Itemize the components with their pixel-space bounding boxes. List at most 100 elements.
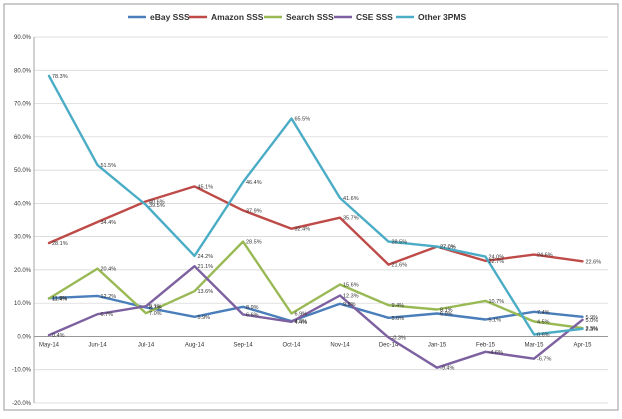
series-line-other-3pms [47,74,584,336]
y-tick-label: 0.0% [17,334,31,340]
y-tick-label: 60.0% [14,135,32,141]
data-label: 12.3% [343,294,359,300]
data-label: 65.5% [295,117,311,123]
data-label: 13.6% [198,289,214,295]
data-label: -6.7% [537,357,551,363]
series-line-cse-sss [47,265,584,369]
legend-label: eBay SSS [150,12,190,22]
data-label: 5.9% [586,315,599,321]
data-label: 46.4% [246,180,262,186]
data-label: 11.5% [52,296,67,302]
x-tick-label: May-14 [39,342,60,348]
x-tick-label: Feb-15 [476,342,496,348]
x-tick-label: Oct-14 [282,342,301,348]
data-label: 6.6% [246,312,259,318]
y-tick-label: 90.0% [14,35,32,41]
data-label: 5.0% [586,318,599,324]
x-tick-label: Jan-15 [428,342,447,348]
data-label: 8.1% [440,308,453,314]
data-label: 4.4% [295,320,308,326]
data-label: 4.5% [537,319,550,325]
data-label: -4.6% [489,350,503,356]
data-label: 20.4% [101,267,117,273]
data-label: 11.4% [52,297,67,303]
data-label: 40.6% [149,199,165,205]
data-label: 41.6% [343,196,359,202]
data-label: 4.6% [295,319,308,325]
data-label: 2.5% [586,326,599,332]
data-label: 7.4% [537,310,550,316]
chart-legend: eBay SSS Amazon SSS Search SSS CSE SSS Other… [128,12,467,22]
data-label: 37.9% [246,208,262,214]
y-tick-label: 30.0% [14,235,32,241]
y-tick-label: 80.0% [14,68,32,74]
data-label: 15.6% [343,283,359,289]
y-axis: -20.0% -10.0% 0.0% 10.0% 20.0% 30.0% 40.0% 50.0… [12,35,35,407]
legend-label: Search SSS [286,12,334,22]
series-line-search-sss [47,240,584,330]
y-tick-label: 10.0% [14,301,32,307]
data-label: 22.6% [586,259,602,265]
legend-label: CSE SSS [356,12,393,22]
legend-label: Amazon SSS [211,12,264,22]
y-tick-label: 20.0% [14,268,32,274]
data-label: 12.2% [101,294,117,300]
x-tick-label: Aug-14 [185,342,205,348]
data-label: 27.0% [440,245,456,251]
data-label: 0.6% [537,332,550,338]
chart-data-labels: 11.5% 12.2% 8.7% 5.9% 8.9% 4.6% 9.8% 5.6% 6.9% 5.… [52,74,601,372]
data-label: 21.6% [392,263,408,269]
data-label: 0.4% [52,333,65,339]
x-tick-label: Mar-15 [524,342,544,348]
chart-series [47,74,584,369]
x-tick-label: Jun-14 [88,342,107,348]
y-tick-label: -10.0% [12,368,32,374]
data-label: 6.9% [295,311,308,317]
data-label: 5.1% [489,317,502,323]
data-label: 32.4% [295,227,311,233]
data-label: 7.0% [149,311,162,317]
y-tick-label: 70.0% [14,102,32,108]
data-label: 24.2% [198,254,214,260]
x-tick-label: Nov-14 [330,342,350,348]
y-tick-label: -20.0% [12,401,32,407]
data-label: 9.4% [392,303,405,309]
data-label: 6.7% [101,312,114,318]
series-line-amazon-sss [47,185,584,266]
data-label: 45.1% [198,184,214,190]
chart-gridlines [34,36,608,404]
data-label: 9.8% [343,302,356,308]
data-label: 10.7% [489,299,505,305]
data-label: 5.6% [392,316,405,322]
data-label: 5.9% [198,315,211,321]
y-tick-label: 40.0% [14,201,32,207]
data-label: 34.4% [101,220,117,226]
data-label: 8.7% [149,306,162,312]
data-label: 8.9% [246,305,259,311]
data-label: 6.9% [440,311,453,317]
data-label: -0.3% [392,335,406,341]
data-label: 24.0% [489,255,505,261]
data-label: 35.7% [343,216,359,222]
data-label: 22.7% [489,259,505,265]
x-tick-label: Jul-14 [138,342,155,348]
x-tick-label: Apr-15 [573,342,592,348]
x-axis: May-14 Jun-14 Jul-14 Aug-14 Sep-14 Oct-14 Nov-… [34,336,608,348]
data-label: 21.1% [198,264,214,270]
data-label: 28.5% [246,240,262,246]
x-tick-label: Dec-14 [379,342,399,348]
chart-border [3,3,619,411]
x-tick-label: Sep-14 [233,342,253,348]
data-label: 2.3% [586,327,599,333]
data-label: -9.4% [440,366,454,372]
data-label: 39.5% [149,203,165,209]
data-label: 9.1% [149,304,162,310]
data-label: 24.6% [537,253,553,259]
data-label: 51.5% [101,163,117,169]
y-tick-label: 50.0% [14,168,32,174]
data-label: 28.5% [392,240,408,246]
data-label: 78.3% [52,74,68,80]
data-label: 28.1% [52,241,68,247]
